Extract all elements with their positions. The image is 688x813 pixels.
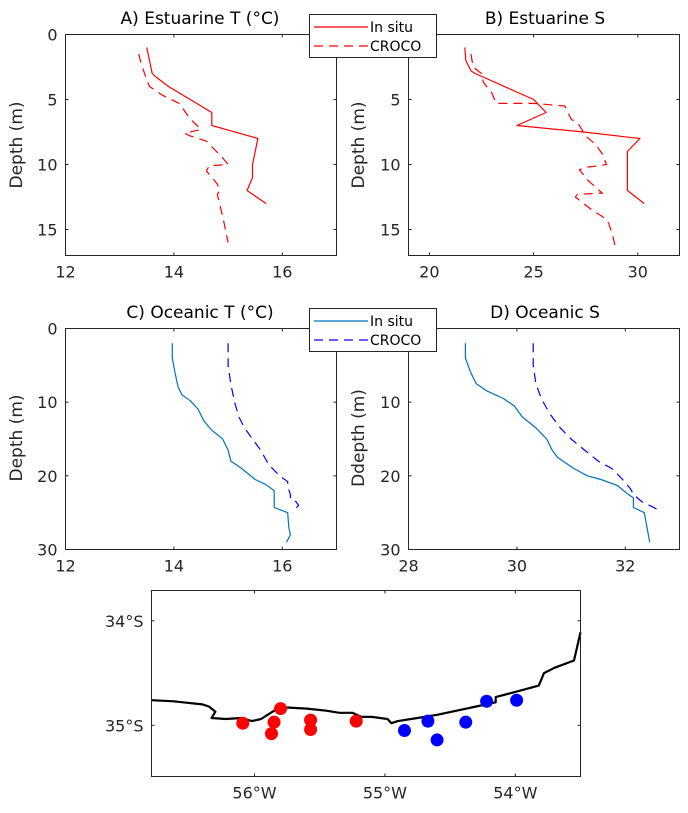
y-tick-label: 20 — [380, 467, 400, 486]
panel-c-title: C) Oceanic T (°C) — [126, 303, 273, 323]
estuarine-station-point — [274, 702, 288, 716]
x-tick-label: 14 — [164, 557, 184, 576]
panel-b-insitu-line — [464, 47, 645, 204]
panel-d-title: D) Oceanic S — [490, 303, 600, 323]
y-tick-label: 5 — [390, 91, 400, 110]
panel-b-croco-line — [470, 53, 616, 246]
y-tick-label: 15 — [380, 221, 400, 240]
panel-b-ylabel: Depth (m) — [349, 101, 369, 188]
panel-c-ticks: 12 14 16 0 10 20 30 — [37, 320, 337, 576]
panel-a-croco-line — [138, 53, 229, 243]
y-tick-label: 0 — [47, 26, 57, 45]
map-panel: 56°W 55°W 54°W 34°S 35°S — [105, 590, 582, 803]
y-tick-label: 10 — [37, 393, 57, 412]
oceanic-legend-croco-label: CROCO — [370, 333, 421, 349]
x-tick-label: 55°W — [363, 784, 407, 803]
y-tick-label: 5 — [47, 91, 57, 110]
estuarine-station-point — [304, 722, 318, 736]
estuarine-station-point — [349, 714, 363, 728]
y-tick-label: 10 — [37, 156, 57, 175]
panel-b-frame — [408, 34, 680, 256]
panel-c-insitu-line — [171, 343, 291, 543]
estuarine-station-point — [267, 715, 281, 729]
x-tick-label: 14 — [164, 263, 184, 282]
x-tick-label: 30 — [628, 263, 648, 282]
x-tick-label: 54°W — [493, 784, 537, 803]
estuarine-station-point — [264, 727, 278, 741]
oceanic-station-point — [430, 733, 444, 747]
oceanic-station-point — [397, 724, 411, 738]
estuarine-legend: In situ CROCO — [309, 14, 437, 58]
panel-d-croco-line — [532, 343, 659, 511]
map-frame — [151, 590, 581, 777]
x-tick-label: 32 — [615, 557, 635, 576]
oceanic-legend-insitu-label: In situ — [370, 314, 413, 330]
oceanic-station-point — [421, 714, 435, 728]
panel-a-ylabel: Depth (m) — [7, 101, 27, 188]
map-series — [151, 632, 582, 747]
estuarine-legend-croco-label: CROCO — [370, 39, 421, 55]
x-tick-label: 16 — [272, 263, 292, 282]
panel-d-insitu-line — [464, 343, 651, 543]
x-tick-label: 20 — [419, 263, 439, 282]
estuarine-station-point — [236, 716, 250, 730]
panel-c-frame — [65, 328, 337, 550]
panel-b-ticks: 20 25 30 5 10 15 — [380, 34, 680, 282]
x-tick-label: 28 — [398, 557, 418, 576]
panel-d-series — [464, 343, 659, 543]
oceanic-station-point — [510, 693, 524, 707]
y-tick-label: 15 — [37, 221, 57, 240]
estuarine-legend-box — [309, 14, 437, 58]
y-tick-label: 20 — [37, 467, 57, 486]
panel-d-frame — [408, 328, 680, 550]
oceanic-station-point — [480, 694, 494, 708]
x-tick-label: 16 — [272, 557, 292, 576]
map-ticks: 56°W 55°W 54°W 34°S 35°S — [105, 590, 581, 803]
y-tick-label: 34°S — [105, 612, 144, 631]
estuarine-legend-insitu-label: In situ — [370, 20, 413, 36]
panel-b-title: B) Estuarine S — [485, 9, 605, 29]
panel-a-title: A) Estuarine T (°C) — [121, 9, 280, 29]
panel-d-ylabel: Ddepth (m) — [349, 389, 369, 487]
y-tick-label: 10 — [380, 156, 400, 175]
y-tick-label: 10 — [380, 393, 400, 412]
x-tick-label: 56°W — [232, 784, 276, 803]
panel-c: C) Oceanic T (°C) Depth (m) 12 14 16 0 10 20 3… — [7, 303, 337, 576]
panel-c-ylabel: Depth (m) — [7, 394, 27, 481]
panel-a-series — [138, 47, 267, 243]
y-tick-label: 35°S — [105, 716, 144, 735]
oceanic-station-point — [459, 715, 473, 729]
panel-a-frame — [65, 34, 337, 256]
y-tick-label: 30 — [37, 541, 57, 560]
y-tick-label: 0 — [47, 320, 57, 339]
x-tick-label: 12 — [55, 263, 75, 282]
x-tick-label: 25 — [523, 263, 543, 282]
x-tick-label: 12 — [55, 557, 75, 576]
panel-a-ticks: 12 14 16 0 5 10 15 — [37, 26, 337, 282]
coastline — [151, 632, 582, 725]
panel-c-series — [171, 343, 300, 543]
oceanic-legend-box — [309, 308, 437, 352]
oceanic-legend: In situ CROCO — [309, 308, 437, 352]
estuarine-station-point — [304, 713, 318, 727]
panel-c-croco-line — [227, 343, 300, 513]
y-tick-label: 30 — [380, 541, 400, 560]
panel-a-insitu-line — [146, 47, 267, 204]
panel-a: A) Estuarine T (°C) Depth (m) 12 14 16 0 5 10… — [7, 9, 337, 282]
x-tick-label: 30 — [507, 557, 527, 576]
panel-b-series — [464, 47, 645, 246]
panel-b: B) Estuarine S Depth (m) 20 25 30 5 10 15 — [349, 9, 680, 282]
